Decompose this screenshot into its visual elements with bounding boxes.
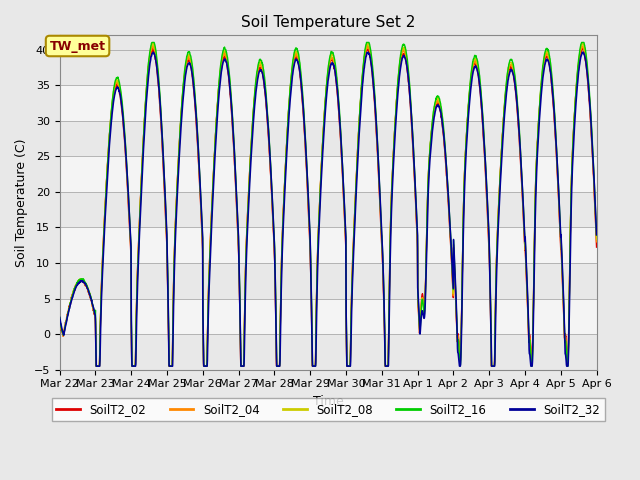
Bar	[60, 49, 596, 85]
Bar	[60, 263, 596, 299]
Bar	[60, 334, 596, 370]
Text: TW_met: TW_met	[49, 39, 106, 52]
Legend: SoilT2_02, SoilT2_04, SoilT2_08, SoilT2_16, SoilT2_32: SoilT2_02, SoilT2_04, SoilT2_08, SoilT2_…	[52, 398, 605, 420]
Title: Soil Temperature Set 2: Soil Temperature Set 2	[241, 15, 415, 30]
Bar	[60, 156, 596, 192]
Bar	[60, 120, 596, 156]
Bar	[60, 192, 596, 228]
Bar	[60, 85, 596, 120]
Y-axis label: Soil Temperature (C): Soil Temperature (C)	[15, 138, 28, 267]
Bar	[60, 228, 596, 263]
Bar	[60, 299, 596, 334]
X-axis label: Time: Time	[313, 395, 344, 408]
